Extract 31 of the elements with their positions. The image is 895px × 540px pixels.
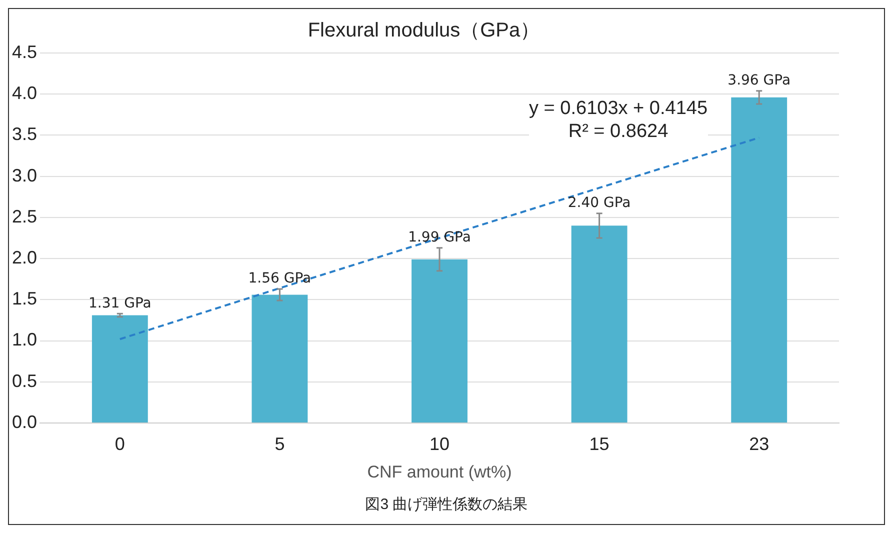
bar bbox=[731, 97, 788, 422]
y-tick-label: 0.5 bbox=[12, 370, 38, 391]
data-label: 1.56 GPa bbox=[248, 270, 312, 287]
x-tick-label: 5 bbox=[274, 434, 285, 454]
x-tick-label: 23 bbox=[749, 434, 770, 454]
y-tick-label: 4.0 bbox=[12, 83, 38, 104]
chart-title: Flexural modulus（GPa） bbox=[308, 20, 540, 42]
x-tick-label: 0 bbox=[114, 434, 125, 454]
y-tick-label: 1.5 bbox=[12, 288, 38, 309]
y-tick-label: 3.0 bbox=[12, 165, 38, 186]
x-axis-title: CNF amount (wt%) bbox=[367, 462, 512, 482]
caption: 図3 曲げ弾性係数の結果 bbox=[364, 495, 529, 514]
y-tick-label: 0.0 bbox=[12, 412, 38, 432]
data-label: 2.40 GPa bbox=[568, 194, 631, 211]
bar bbox=[92, 315, 148, 422]
bar bbox=[571, 226, 628, 422]
y-tick-label: 1.0 bbox=[12, 330, 38, 350]
x-tick-label: 10 bbox=[429, 434, 450, 454]
y-tick-label: 2.5 bbox=[12, 206, 38, 226]
bar bbox=[412, 259, 468, 422]
data-label: 3.96 GPa bbox=[728, 72, 791, 88]
annotation: R² = 0.8624 bbox=[567, 120, 670, 143]
y-tick-label: 4.5 bbox=[12, 42, 38, 62]
y-tick-label: 2.0 bbox=[12, 248, 38, 268]
y-tick-label: 3.5 bbox=[12, 124, 38, 144]
annotation: y = 0.6103x + 0.4145 bbox=[529, 97, 708, 120]
data-label: 1.31 GPa bbox=[88, 295, 152, 312]
line-series bbox=[118, 136, 760, 340]
x-tick-label: 15 bbox=[589, 434, 610, 454]
data-label: 1.99 GPa bbox=[408, 230, 471, 246]
bar bbox=[252, 294, 308, 422]
